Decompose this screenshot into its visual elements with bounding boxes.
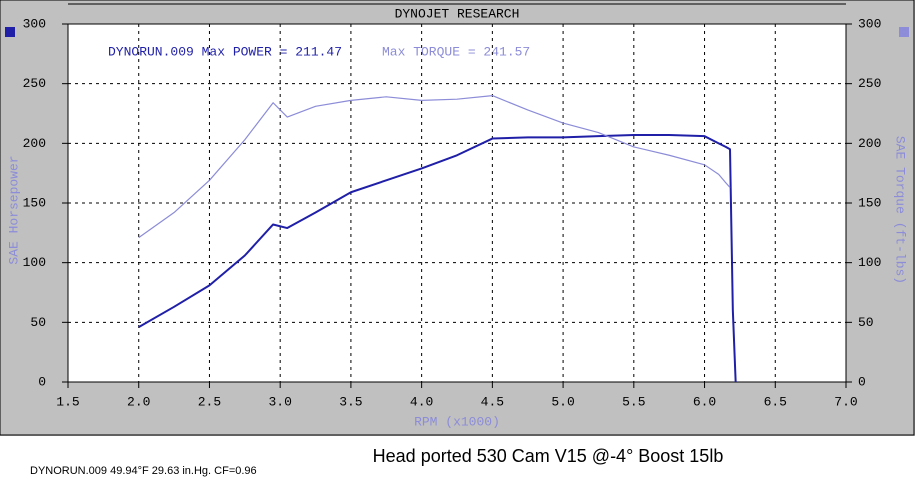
- y2-tick-label: 250: [858, 76, 881, 91]
- x-axis-label: RPM (x1000): [414, 414, 500, 429]
- x-tick-label: 3.0: [268, 394, 291, 409]
- y-axis-label: SAE Horsepower: [6, 155, 21, 264]
- x-tick-label: 4.0: [410, 394, 433, 409]
- y2-tick-label: 150: [858, 195, 881, 210]
- x-tick-label: 4.5: [481, 394, 504, 409]
- plot-layer: 1.5 2.0 2.5 3.0 3.5 4.0 4.5 5.0 5.5 6.0 6.5 7.00501…: [23, 16, 882, 409]
- y2-tick-label: 100: [858, 255, 881, 270]
- x-tick-label: 7.0: [834, 394, 857, 409]
- y-tick-label: 50: [30, 315, 46, 330]
- legend-marker: [5, 27, 15, 37]
- series-line: [138, 133, 737, 383]
- y2-tick-label: 0: [858, 374, 866, 389]
- x-tick-label: 2.5: [198, 394, 221, 409]
- annotation: DYNORUN.009 Max POWER = 211.47: [108, 44, 342, 59]
- run-info: DYNORUN.009 49.94°F 29.63 in.Hg. CF=0.96: [30, 465, 257, 477]
- chart-title: DYNOJET RESEARCH: [395, 6, 520, 21]
- y-tick-label: 0: [38, 374, 46, 389]
- y2-axis-label: SAE Torque (ft-lbs): [893, 136, 908, 284]
- footer-note: Head ported 530 Cam V15 @-4° Boost 15lb: [373, 446, 724, 466]
- y-tick-label: 200: [23, 136, 46, 151]
- legend-marker: [899, 27, 909, 37]
- x-tick-label: 3.5: [339, 394, 362, 409]
- plot-area: [67, 23, 847, 383]
- x-tick-label: 5.5: [622, 394, 645, 409]
- y-tick-label: 300: [23, 16, 46, 31]
- y-tick-label: 250: [23, 76, 46, 91]
- y-tick-label: 150: [23, 195, 46, 210]
- x-tick-label: 2.0: [127, 394, 150, 409]
- x-tick-label: 6.5: [764, 394, 787, 409]
- y2-tick-label: 50: [858, 315, 874, 330]
- y-tick-label: 100: [23, 255, 46, 270]
- x-tick-label: 6.0: [693, 394, 716, 409]
- series-line: [138, 95, 731, 239]
- annotation: Max TORQUE = 241.57: [382, 44, 530, 59]
- x-tick-label: 1.5: [56, 394, 79, 409]
- x-tick-label: 5.0: [551, 394, 574, 409]
- y2-tick-label: 200: [858, 136, 881, 151]
- chart-border: [0, 0, 915, 436]
- y2-tick-label: 300: [858, 16, 881, 31]
